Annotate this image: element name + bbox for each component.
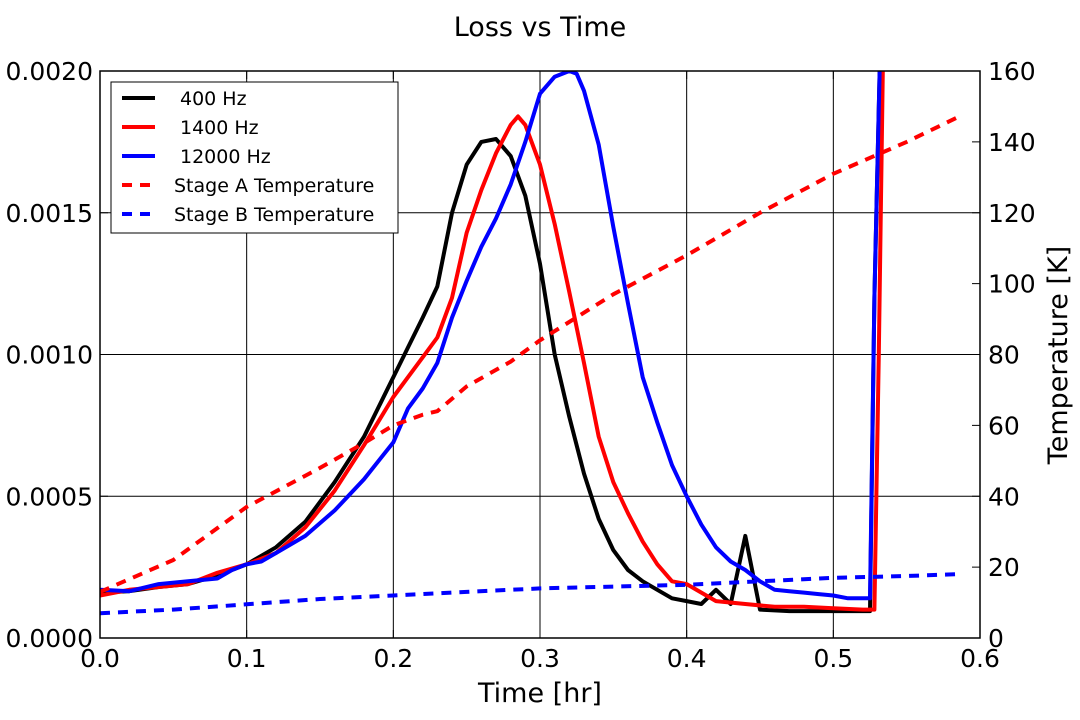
x-tick-label: 0.6 <box>960 644 1000 673</box>
y-right-axis-label: Temperature [K] <box>1043 246 1074 465</box>
y-right-tick-label: 100 <box>988 270 1036 299</box>
y-right-ticks: 0 20 40 60 80 100 120 140 160 <box>972 57 1036 653</box>
series-line-4 <box>100 115 959 594</box>
legend-label-2: 1400 Hz <box>180 117 259 139</box>
chart-title: Loss vs Time <box>454 12 627 43</box>
y-right-tick-label: 80 <box>988 341 1020 370</box>
x-tick-label: 0.0 <box>80 644 120 673</box>
x-tick-label: 0.3 <box>520 644 560 673</box>
y-left-tick-label: 0.0015 <box>6 199 93 228</box>
x-tick-label: 0.2 <box>373 644 413 673</box>
legend-box <box>110 81 399 234</box>
y-right-tick-label: 160 <box>988 57 1036 86</box>
x-ticks: 0.0 0.1 0.2 0.3 0.4 0.5 0.6 <box>80 71 1000 673</box>
x-tick-label: 0.5 <box>813 644 853 673</box>
y-left-ticks: 0.0000 0.0005 0.0010 0.0015 0.0020 <box>6 57 108 653</box>
y-left-tick-label: 0.0020 <box>6 57 93 86</box>
y-right-tick-label: 60 <box>988 411 1020 440</box>
series-line-1 <box>100 71 882 614</box>
series-line-5 <box>100 572 959 616</box>
y-right-tick-label: 140 <box>988 128 1036 157</box>
series-line-3 <box>100 71 882 601</box>
y-left-tick-label: 0.0010 <box>6 341 93 370</box>
y-right-tick-label: 0 <box>988 624 1004 653</box>
x-axis-label: Time [hr] <box>477 678 602 709</box>
y-right-tick-label: 40 <box>988 482 1020 511</box>
y-left-tick-label: 0.0000 <box>6 624 93 653</box>
x-tick-label: 0.4 <box>667 644 707 673</box>
y-right-tick-label: 20 <box>988 553 1020 582</box>
series-line-2 <box>100 71 885 612</box>
y-left-tick-label: 0.0005 <box>6 482 93 511</box>
legend: 400 Hz 1400 Hz 12000 Hz Stage A Temperature… <box>110 81 399 234</box>
series-layer <box>100 71 959 616</box>
legend-label-3: 12000 Hz <box>180 146 271 168</box>
x-tick-label: 0.1 <box>227 644 267 673</box>
y-right-tick-label: 120 <box>988 199 1036 228</box>
legend-label-5: Stage B Temperature <box>174 204 374 226</box>
legend-label-1: 400 Hz <box>180 88 247 110</box>
legend-label-4: Stage A Temperature <box>174 175 374 197</box>
